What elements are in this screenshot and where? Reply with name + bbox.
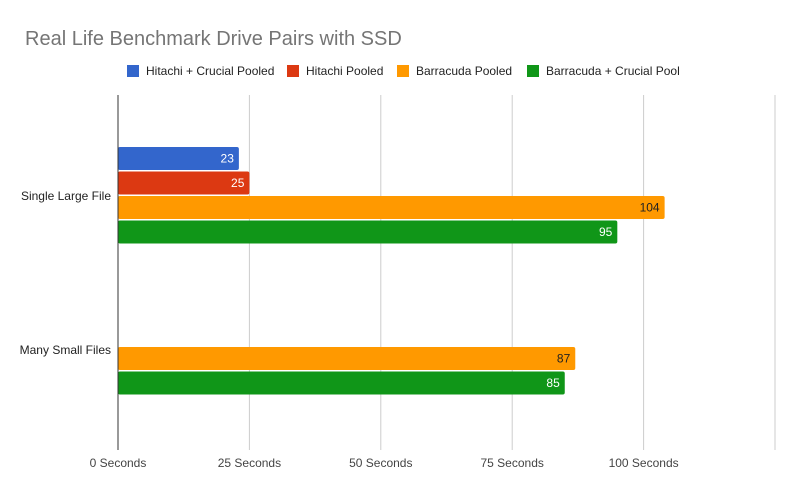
x-tick-label: 75 Seconds: [481, 456, 544, 470]
chart-title: Real Life Benchmark Drive Pairs with SSD: [25, 28, 402, 50]
gridlines: [248, 95, 776, 450]
legend-swatch: [287, 65, 299, 77]
category-label: Many Small Files: [20, 343, 111, 357]
x-tick-label: 25 Seconds: [218, 456, 281, 470]
data-label: 23: [221, 152, 235, 166]
legend-label: Hitachi Pooled: [306, 64, 383, 78]
category-labels: Single Large File Many Small Files: [20, 189, 112, 357]
x-tick-label: 100 Seconds: [609, 456, 679, 470]
bar: [118, 147, 239, 170]
x-tick-label: 50 Seconds: [349, 456, 412, 470]
data-label: 25: [231, 176, 245, 190]
legend-swatch: [397, 65, 409, 77]
data-label: 85: [546, 376, 560, 390]
legend-label: Hitachi + Crucial Pooled: [146, 64, 274, 78]
legend-label: Barracuda Pooled: [416, 64, 512, 78]
bar: [118, 171, 250, 195]
bar: [118, 371, 565, 395]
category-label: Single Large File: [21, 189, 111, 203]
bar: [118, 347, 576, 370]
x-tick-label: 0 Seconds: [90, 456, 147, 470]
bar: [118, 220, 618, 244]
bar: [118, 196, 665, 219]
data-labels: 23 25 104 95 87 85: [221, 152, 660, 391]
data-label: 104: [640, 201, 660, 215]
data-label: 95: [599, 225, 613, 239]
x-axis-tick-labels: 0 Seconds 25 Seconds 50 Seconds 75 Seconds 1…: [90, 456, 679, 470]
legend: Hitachi + Crucial Pooled Hitachi Pooled Ba…: [127, 64, 680, 78]
legend-label: Barracuda + Crucial Pool: [546, 64, 680, 78]
bars: [118, 147, 665, 395]
legend-swatch: [527, 65, 539, 77]
data-label: 87: [557, 352, 571, 366]
legend-swatch: [127, 65, 139, 77]
